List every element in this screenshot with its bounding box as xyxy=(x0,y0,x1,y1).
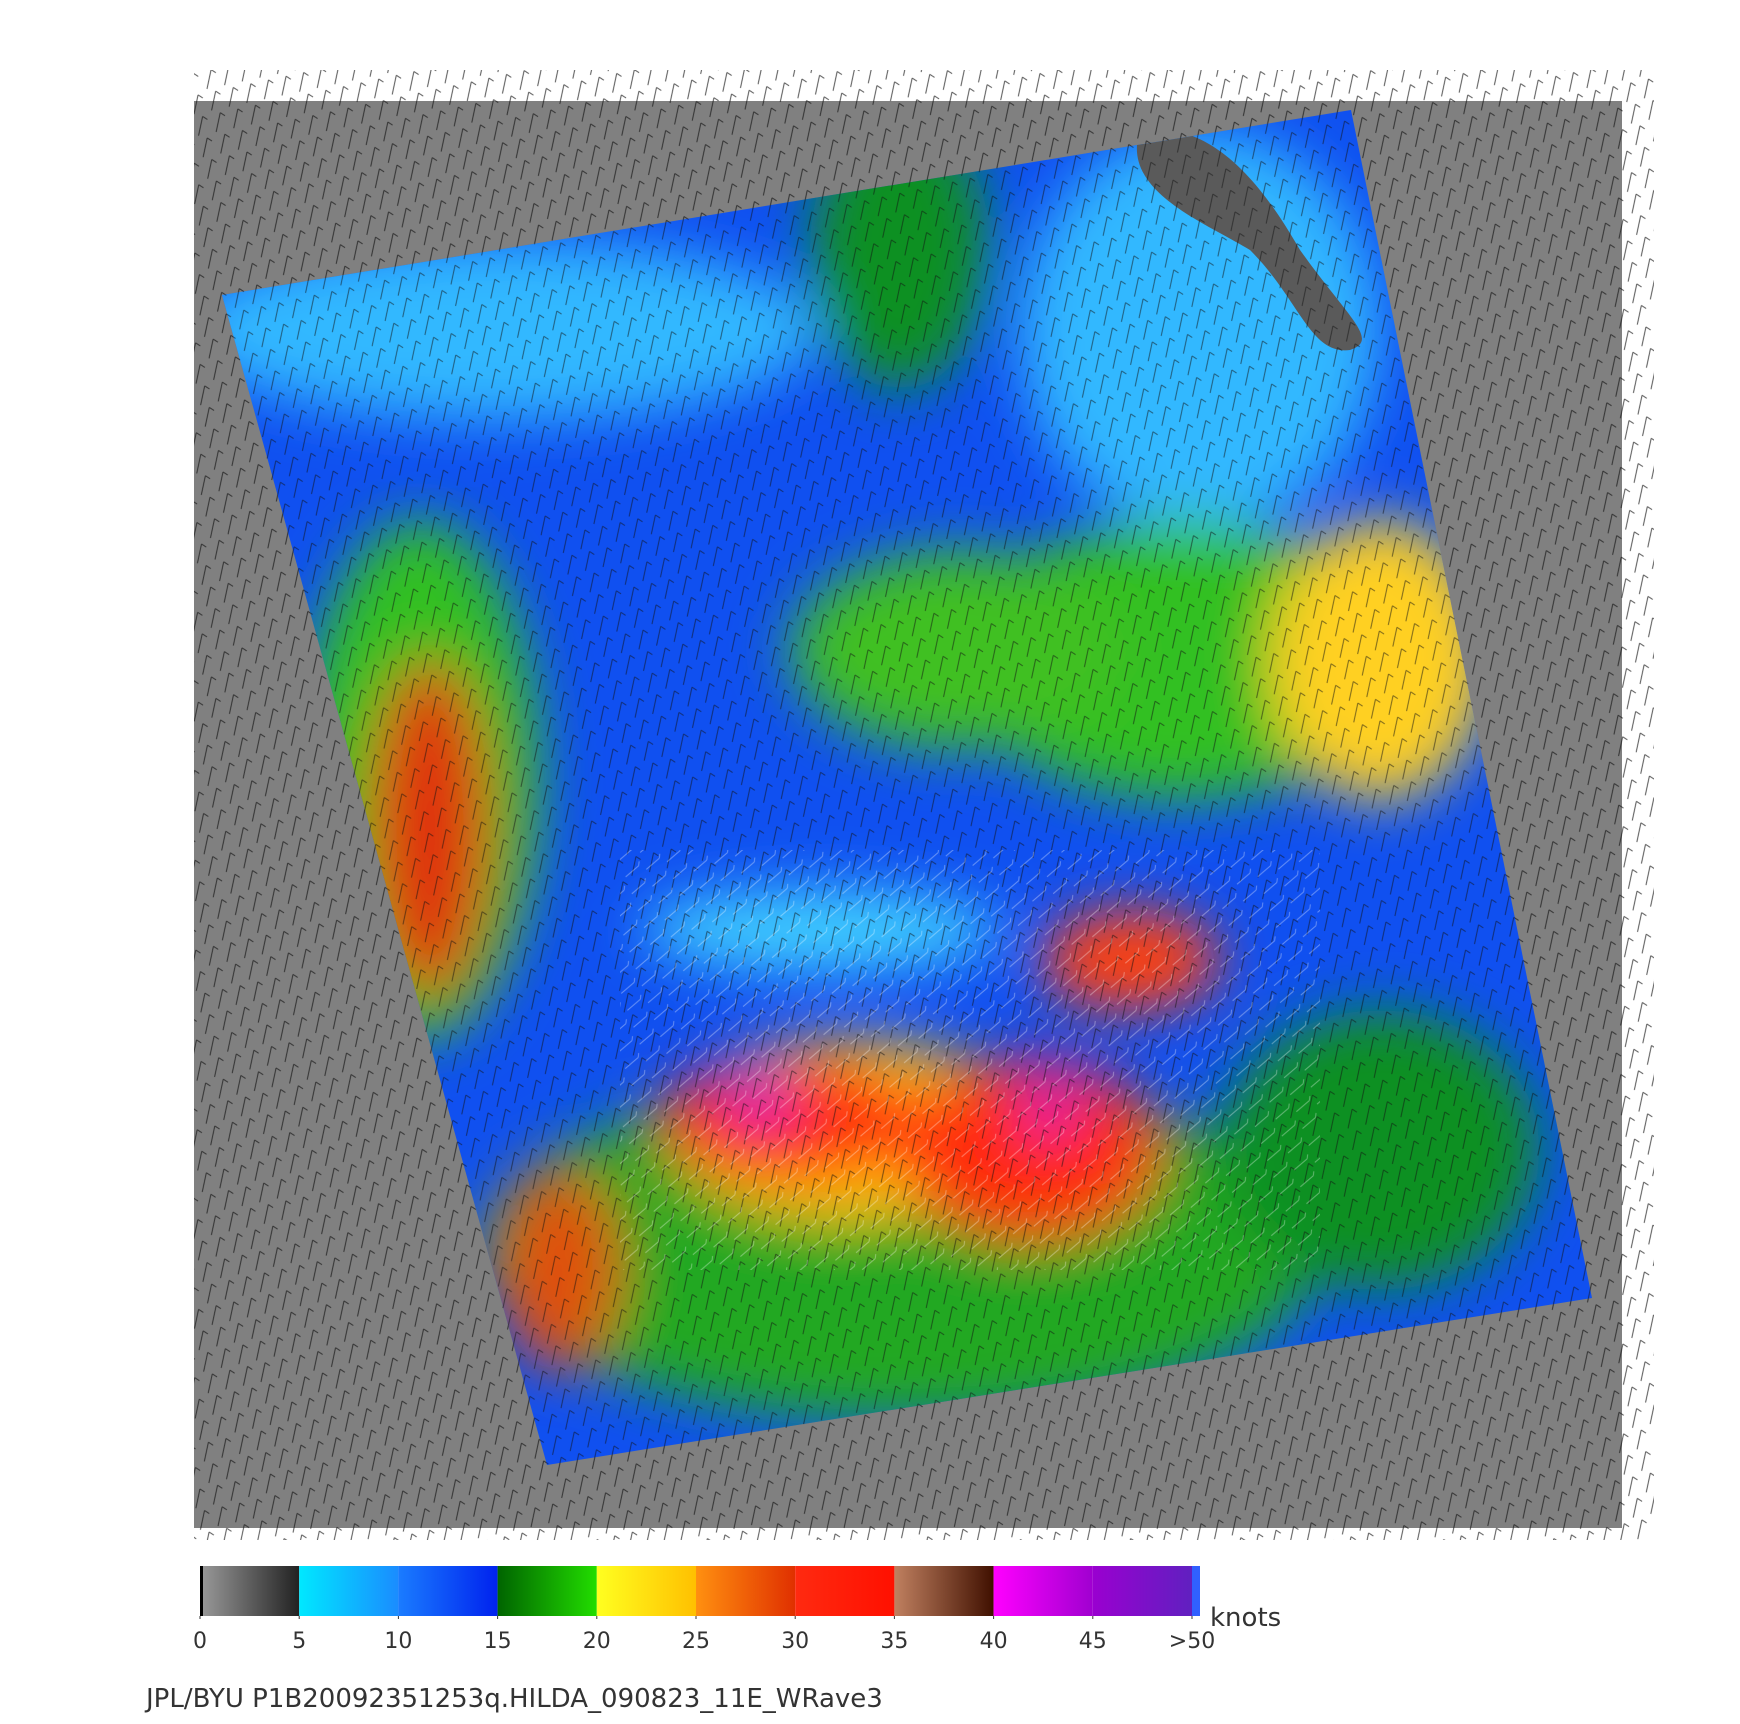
colorbar-tick-label: 5 xyxy=(292,1629,306,1654)
colorbar-segment xyxy=(596,1566,696,1616)
colorbar-tick-label: 40 xyxy=(980,1629,1008,1654)
colorbar-tick-label: 25 xyxy=(682,1629,710,1654)
colorbar-tick-label: 0 xyxy=(193,1629,207,1654)
colorbar-tick-label: 10 xyxy=(384,1629,412,1654)
colorbar-segment xyxy=(398,1566,498,1616)
colorbar-segment xyxy=(497,1566,597,1616)
colorbar-tick-label: 35 xyxy=(880,1629,908,1654)
colorbar-segment xyxy=(795,1566,895,1616)
colorbar-segment xyxy=(299,1566,399,1616)
colorbar-unit: knots xyxy=(1210,1603,1281,1633)
caption: JPL/BYU P1B20092351253q.HILDA_090823_11E… xyxy=(144,1684,883,1714)
colorbar-segment xyxy=(1092,1566,1192,1616)
colorbar-tick-label: 15 xyxy=(484,1629,512,1654)
colorbar-segment xyxy=(894,1566,994,1616)
colorbar-tick-label: >50 xyxy=(1169,1629,1215,1654)
colorbar-tick-label: 30 xyxy=(781,1629,809,1654)
colorbar-start xyxy=(200,1566,203,1616)
colorbar-segment xyxy=(696,1566,796,1616)
colorbar-segment xyxy=(993,1566,1093,1616)
colorbar: 0 5 10 15 20 25 30 35 40 45 >50 xyxy=(193,1566,1215,1654)
colorbar-segment xyxy=(200,1566,300,1616)
colorbar-tick-label: 20 xyxy=(583,1629,611,1654)
colorbar-end xyxy=(1192,1566,1200,1616)
colorbar-tick-label: 45 xyxy=(1079,1629,1107,1654)
